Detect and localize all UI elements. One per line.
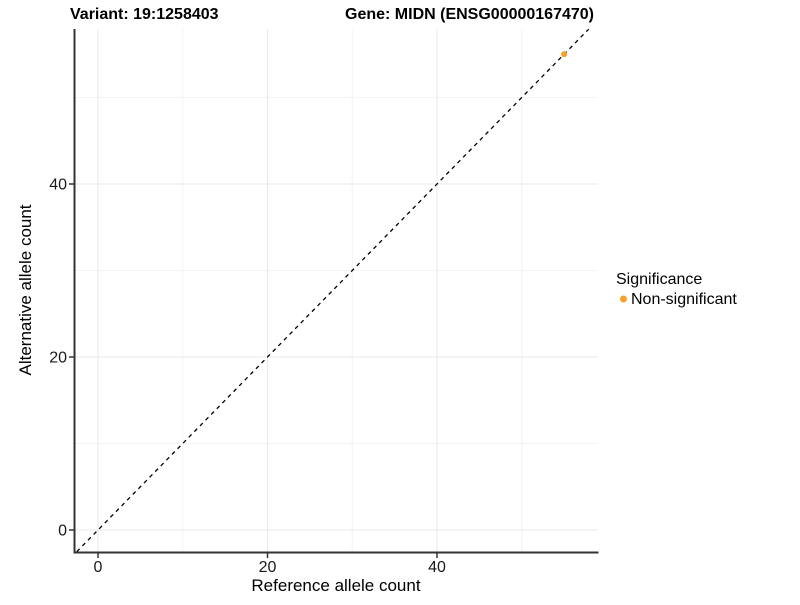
y-tick-label: 40 [49, 177, 67, 194]
gridlines-minor [75, 29, 598, 552]
plot-title-gene: Gene: MIDN (ENSG00000167470) [345, 6, 594, 23]
y-tick-label: 20 [49, 350, 67, 367]
legend: Significance Non-significant [616, 271, 737, 308]
x-axis-label: Reference allele count [251, 576, 420, 595]
identity-line [76, 28, 590, 553]
legend-nonsignificant-dot-icon [620, 295, 627, 303]
x-tick-label: 40 [428, 559, 446, 576]
x-tick-label: 0 [94, 559, 103, 576]
data-points-layer [561, 51, 568, 58]
identity-line-layer [76, 28, 590, 553]
y-axis-label: Alternative allele count [16, 204, 35, 375]
gridlines-major [75, 29, 598, 552]
x-tick-label: 20 [259, 559, 277, 576]
data-point [561, 51, 568, 58]
legend-item-label: Non-significant [631, 291, 737, 308]
legend-title: Significance [616, 271, 702, 288]
plot-title-variant: Variant: 19:1258403 [70, 6, 219, 23]
axis-ticks-layer: 0 20 40 0 20 40 [49, 177, 446, 577]
y-tick-label: 0 [58, 523, 67, 540]
